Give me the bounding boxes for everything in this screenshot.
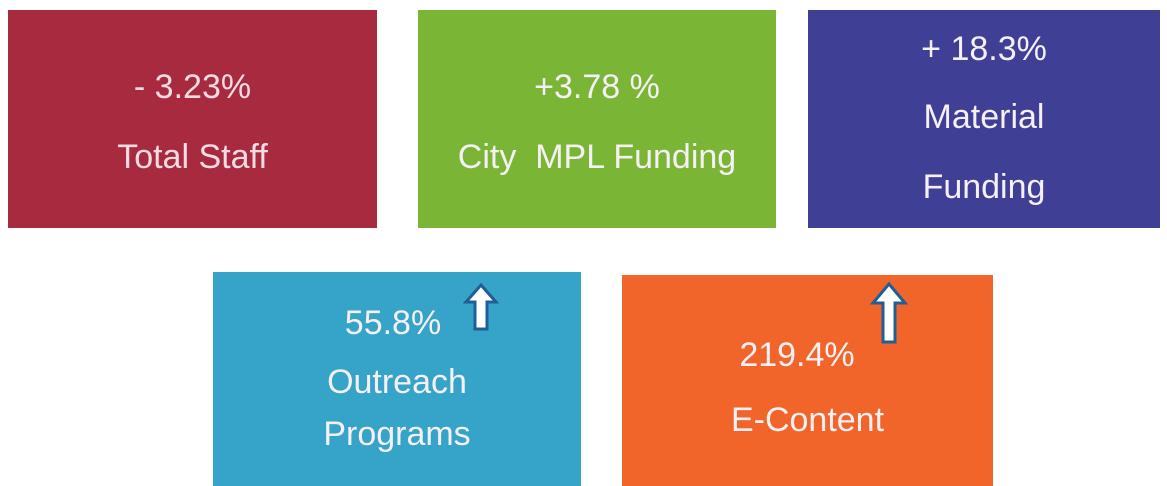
tile: + 18.3% Material Funding xyxy=(808,10,1160,228)
tile-value: 219.4% xyxy=(739,336,855,374)
tile-label: E-Content xyxy=(730,401,885,439)
tile-label: Outreach Programs xyxy=(323,363,477,453)
up-arrow xyxy=(463,282,499,331)
tile-value: +3.78 % xyxy=(534,68,660,106)
tile: - 3.23% Total Staff xyxy=(8,10,377,228)
up-arrow xyxy=(870,281,908,344)
tile: 55.8% Outreach Programs xyxy=(213,272,581,486)
tile-value: 55.8% xyxy=(344,304,442,342)
tile: +3.78 % City MPL Funding xyxy=(418,10,776,228)
tile-label: City MPL Funding xyxy=(457,138,737,176)
tile-label: Material Funding xyxy=(922,98,1054,206)
tile-value: + 18.3% xyxy=(921,30,1047,68)
tile-value: - 3.23% xyxy=(133,68,252,106)
tile: 219.4% E-Content xyxy=(622,275,993,486)
tile-label: Total Staff xyxy=(117,138,268,176)
